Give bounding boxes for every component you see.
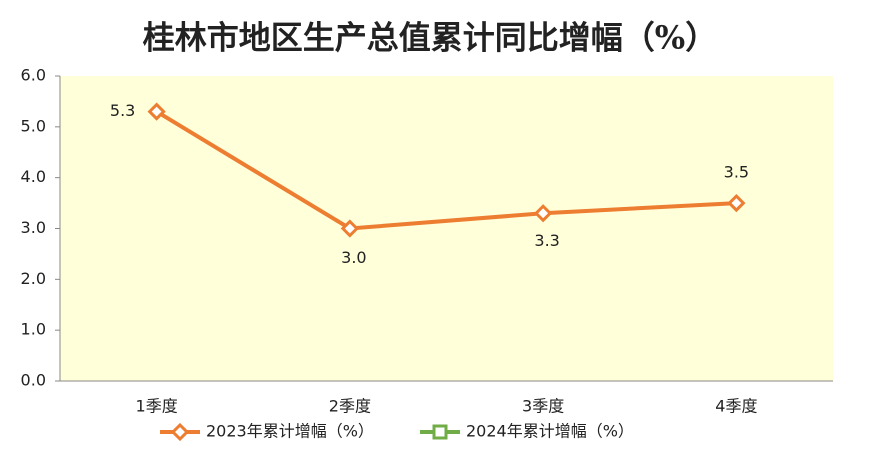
legend-label: 2023年累计增幅（%） <box>206 422 374 441</box>
legend-marker <box>432 424 448 440</box>
data-label: 5.3 <box>110 101 135 120</box>
y-tick-label: 6.0 <box>21 66 46 85</box>
y-tick-label: 3.0 <box>21 218 46 237</box>
data-label: 3.0 <box>341 248 366 267</box>
x-tick-label: 1季度 <box>136 397 178 416</box>
chart-title: 桂林市地区生产总值累计同比增幅（%） <box>143 19 717 57</box>
data-point <box>340 219 359 238</box>
y-tick-label: 1.0 <box>21 320 46 339</box>
y-tick-label: 0.0 <box>21 371 46 390</box>
plot-area <box>60 76 833 381</box>
x-tick-label: 4季度 <box>715 397 757 416</box>
x-tick-label: 3季度 <box>522 397 564 416</box>
data-label: 3.5 <box>724 163 749 182</box>
data-label: 3.3 <box>534 231 559 250</box>
series-line <box>155 109 737 231</box>
data-point <box>534 204 553 223</box>
legend-marker <box>170 422 190 442</box>
y-tick-label: 5.0 <box>21 116 46 135</box>
y-tick-label: 2.0 <box>21 269 46 288</box>
legend-label: 2024年累计增幅（%） <box>466 422 634 441</box>
y-tick-label: 4.0 <box>21 167 46 186</box>
data-point <box>147 102 166 121</box>
x-tick-label: 2季度 <box>329 397 371 416</box>
data-point <box>727 193 746 213</box>
